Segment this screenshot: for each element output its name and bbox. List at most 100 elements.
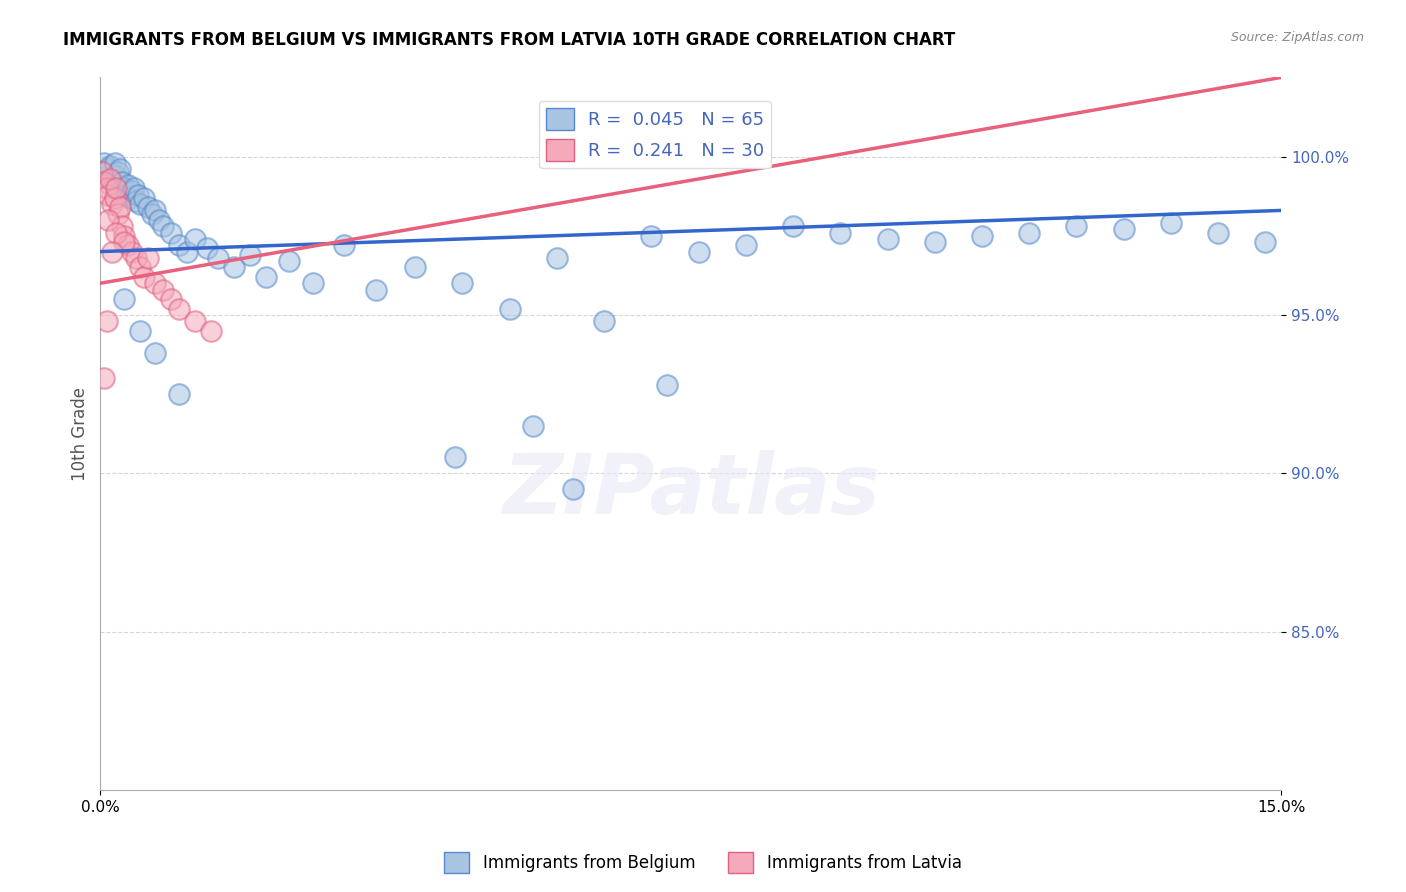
Point [167, 301, 190, 316]
Point [121, 244, 143, 259]
Point [117, 178, 139, 193]
Text: ZIPatlas: ZIPatlas [502, 450, 880, 531]
Point [195, 241, 218, 255]
Point [136, 200, 159, 214]
Point [128, 260, 150, 275]
Point [239, 248, 262, 262]
Point [1160, 216, 1182, 230]
Point [924, 235, 946, 249]
Point [546, 251, 568, 265]
Point [655, 377, 678, 392]
Point [112, 292, 135, 306]
Point [112, 235, 135, 249]
Point [125, 251, 148, 265]
Point [141, 206, 163, 220]
Point [107, 165, 129, 179]
Point [96, 314, 118, 328]
Point [98, 171, 121, 186]
Point [145, 203, 167, 218]
Point [120, 191, 142, 205]
Point [184, 232, 207, 246]
Point [128, 324, 150, 338]
Point [112, 228, 135, 243]
Point [148, 213, 170, 227]
Point [107, 206, 129, 220]
Point [451, 277, 474, 291]
Point [115, 187, 138, 202]
Point [254, 269, 277, 284]
Point [593, 314, 616, 328]
Point [278, 254, 301, 268]
Point [93, 156, 115, 170]
Point [443, 450, 465, 465]
Point [127, 187, 149, 202]
Point [404, 260, 426, 275]
Point [101, 171, 124, 186]
Point [121, 185, 143, 199]
Point [200, 324, 222, 338]
Point [640, 228, 662, 243]
Point [167, 387, 190, 401]
Point [176, 244, 198, 259]
Point [111, 219, 134, 234]
Point [97, 187, 120, 202]
Point [1066, 219, 1088, 234]
Point [734, 238, 756, 252]
Point [333, 238, 356, 252]
Point [101, 197, 124, 211]
Point [152, 283, 174, 297]
Text: Source: ZipAtlas.com: Source: ZipAtlas.com [1230, 31, 1364, 45]
Point [184, 314, 207, 328]
Point [103, 156, 125, 170]
Point [1112, 222, 1135, 236]
Point [302, 277, 325, 291]
Point [112, 181, 135, 195]
Point [167, 238, 190, 252]
Point [876, 232, 898, 246]
Point [96, 181, 118, 195]
Point [90, 165, 112, 179]
Point [125, 194, 148, 208]
Point [132, 191, 155, 205]
Point [97, 162, 120, 177]
Text: IMMIGRANTS FROM BELGIUM VS IMMIGRANTS FROM LATVIA 10TH GRADE CORRELATION CHART: IMMIGRANTS FROM BELGIUM VS IMMIGRANTS FR… [63, 31, 956, 49]
Point [128, 197, 150, 211]
Point [97, 213, 120, 227]
Point [105, 169, 128, 183]
Legend: Immigrants from Belgium, Immigrants from Latvia: Immigrants from Belgium, Immigrants from… [437, 846, 969, 880]
Point [830, 226, 852, 240]
Point [103, 191, 125, 205]
Point [145, 346, 167, 360]
Point [160, 292, 183, 306]
Point [499, 301, 522, 316]
Point [224, 260, 246, 275]
Point [1206, 226, 1229, 240]
Point [132, 269, 155, 284]
Point [96, 165, 118, 179]
Point [152, 219, 174, 234]
Point [136, 251, 159, 265]
Legend: R =  0.045   N = 65, R =  0.241   N = 30: R = 0.045 N = 65, R = 0.241 N = 30 [540, 101, 772, 169]
Point [111, 175, 134, 189]
Point [160, 226, 183, 240]
Point [105, 226, 128, 240]
Point [93, 371, 115, 385]
Point [101, 244, 124, 259]
Point [561, 482, 583, 496]
Point [364, 283, 387, 297]
Point [145, 277, 167, 291]
Point [93, 175, 115, 189]
Y-axis label: 10th Grade: 10th Grade [72, 386, 89, 481]
Point [108, 162, 131, 177]
Point [207, 251, 229, 265]
Point [688, 244, 710, 259]
Point [105, 181, 128, 195]
Point [1018, 226, 1040, 240]
Point [782, 219, 804, 234]
Point [108, 200, 131, 214]
Point [98, 159, 121, 173]
Point [1254, 235, 1277, 249]
Point [970, 228, 993, 243]
Point [522, 418, 544, 433]
Point [122, 181, 145, 195]
